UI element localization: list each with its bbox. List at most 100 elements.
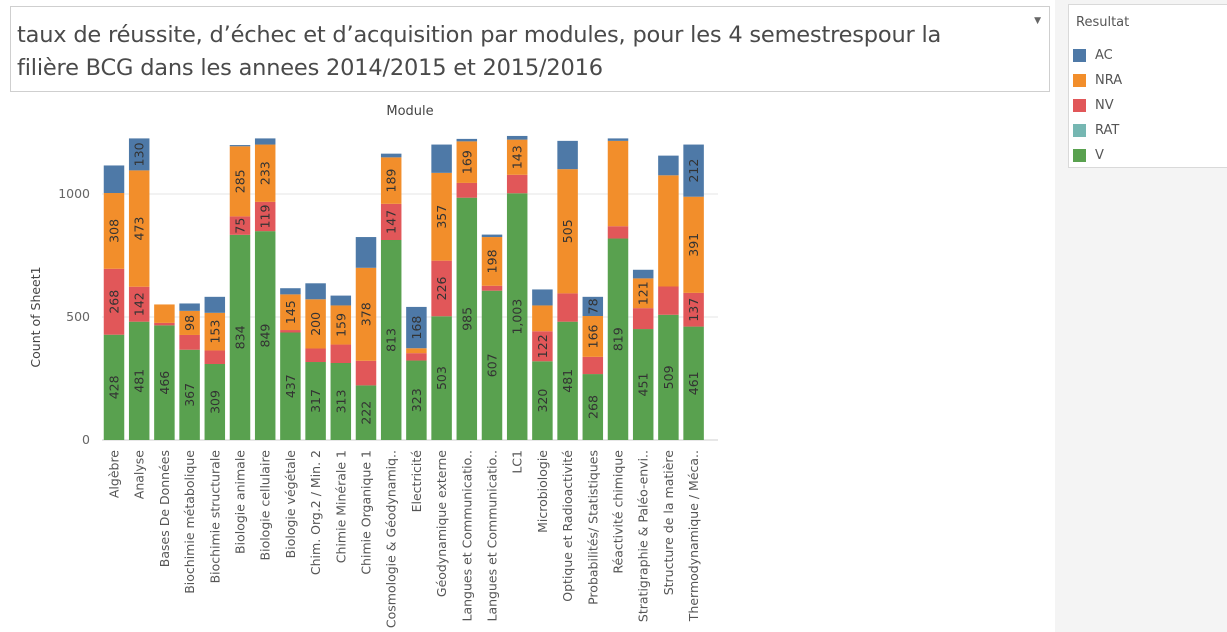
bar-segment-ac[interactable] bbox=[330, 295, 352, 306]
bar-segment-v[interactable] bbox=[254, 231, 276, 440]
bar-segment-nv[interactable] bbox=[204, 350, 226, 364]
bar-segment-v[interactable] bbox=[280, 332, 301, 440]
bar-segment-ac[interactable] bbox=[128, 138, 150, 171]
bar-segment-ac[interactable] bbox=[607, 138, 629, 141]
bar-segment-v[interactable] bbox=[103, 334, 125, 440]
bar-segment-nv[interactable] bbox=[683, 292, 704, 327]
bar-segment-v[interactable] bbox=[532, 361, 553, 440]
bar-segment-ac[interactable] bbox=[481, 234, 503, 238]
bar-segment-ac[interactable] bbox=[229, 145, 251, 147]
bar-segment-nra[interactable] bbox=[431, 172, 452, 261]
bar-segment-nv[interactable] bbox=[557, 293, 578, 322]
bar-segment-nra[interactable] bbox=[532, 305, 553, 332]
bar-segment-nra[interactable] bbox=[683, 196, 704, 293]
bar-segment-ac[interactable] bbox=[305, 283, 326, 300]
bar-segment-ac[interactable] bbox=[103, 165, 125, 194]
bar-segment-ac[interactable] bbox=[557, 140, 578, 170]
bar-segment-nra[interactable] bbox=[154, 304, 175, 323]
bar-segment-ac[interactable] bbox=[406, 306, 427, 349]
bar-segment-nv[interactable] bbox=[456, 182, 478, 198]
bar-segment-nv[interactable] bbox=[532, 331, 553, 362]
bar-segment-nv[interactable] bbox=[229, 216, 251, 235]
bar-segment-nv[interactable] bbox=[431, 260, 452, 317]
bar-segment-nv[interactable] bbox=[506, 174, 528, 194]
bar-segment-v[interactable] bbox=[582, 374, 604, 440]
bar-segment-nv[interactable] bbox=[355, 360, 377, 386]
bar-segment-nra[interactable] bbox=[481, 237, 503, 286]
bar-segment-nra[interactable] bbox=[229, 146, 251, 217]
bar-segment-nv[interactable] bbox=[154, 322, 175, 326]
bar-segment-ac[interactable] bbox=[456, 138, 478, 142]
bar-segment-ac[interactable] bbox=[204, 296, 226, 313]
bar-segment-v[interactable] bbox=[179, 349, 200, 440]
bar-segment-ac[interactable] bbox=[380, 153, 402, 158]
bar-segment-ac[interactable] bbox=[683, 144, 704, 197]
dropdown-caret-icon[interactable]: ▼ bbox=[1034, 16, 1041, 26]
bar-segment-nv[interactable] bbox=[280, 330, 301, 333]
bar-segment-nra[interactable] bbox=[557, 169, 578, 294]
bar-segment-nra[interactable] bbox=[179, 310, 200, 335]
bar-segment-nra[interactable] bbox=[305, 299, 326, 349]
bar-segment-nv[interactable] bbox=[481, 285, 503, 291]
bar-segment-v[interactable] bbox=[683, 326, 704, 440]
bar-segment-v[interactable] bbox=[305, 362, 326, 440]
bar-segment-v[interactable] bbox=[154, 325, 175, 440]
bar-segment-nv[interactable] bbox=[582, 356, 604, 375]
bar-segment-nra[interactable] bbox=[280, 294, 301, 331]
bar-segment-nra[interactable] bbox=[355, 267, 377, 361]
bar-segment-nra[interactable] bbox=[582, 316, 604, 357]
bar-segment-nv[interactable] bbox=[658, 286, 679, 315]
bar-segment-nra[interactable] bbox=[658, 175, 679, 287]
bar-segment-v[interactable] bbox=[456, 197, 478, 440]
bar-segment-v[interactable] bbox=[431, 316, 452, 440]
bar-segment-ac[interactable] bbox=[179, 303, 200, 311]
bar-segment-nra[interactable] bbox=[103, 193, 125, 269]
bar-segment-nra[interactable] bbox=[128, 170, 150, 287]
bar-segment-nv[interactable] bbox=[103, 268, 125, 335]
bar-segment-nv[interactable] bbox=[128, 286, 150, 322]
bar-segment-nv[interactable] bbox=[330, 344, 352, 364]
bar-segment-nra[interactable] bbox=[254, 144, 276, 202]
bar-segment-v[interactable] bbox=[557, 321, 578, 440]
data-label: 309 bbox=[207, 390, 222, 414]
bar-segment-nv[interactable] bbox=[254, 201, 276, 232]
bar-segment-ac[interactable] bbox=[431, 144, 452, 173]
bar-segment-nv[interactable] bbox=[632, 308, 654, 330]
bar-segment-nv[interactable] bbox=[406, 353, 427, 361]
bar-segment-v[interactable] bbox=[128, 321, 150, 440]
bar-segment-nv[interactable] bbox=[607, 226, 629, 239]
bar-segment-v[interactable] bbox=[658, 314, 679, 440]
bar-segment-nra[interactable] bbox=[632, 278, 654, 309]
bar-segment-ac[interactable] bbox=[506, 135, 528, 140]
bar-segment-nv[interactable] bbox=[179, 334, 200, 350]
bar-segment-v[interactable] bbox=[406, 360, 427, 440]
bar-segment-v[interactable] bbox=[481, 290, 503, 440]
bar-segment-v[interactable] bbox=[380, 240, 402, 440]
bar-segment-nra[interactable] bbox=[406, 348, 427, 354]
bar-segment-nra[interactable] bbox=[456, 141, 478, 183]
bar-segment-ac[interactable] bbox=[280, 288, 301, 295]
bar-segment-v[interactable] bbox=[607, 238, 629, 440]
bar-segment-nra[interactable] bbox=[204, 312, 226, 351]
bar-segment-ac[interactable] bbox=[658, 155, 679, 176]
title-box[interactable]: taux de réussite, d’échec et d’acquisiti… bbox=[10, 6, 1050, 92]
bar-segment-v[interactable] bbox=[204, 363, 226, 440]
bar-segment-v[interactable] bbox=[330, 363, 352, 440]
bar-segment-v[interactable] bbox=[632, 329, 654, 440]
bar-segment-nv[interactable] bbox=[305, 348, 326, 363]
bar-segment-nra[interactable] bbox=[506, 139, 528, 175]
x-tick-label: Réactivité chimique bbox=[611, 450, 626, 574]
bar-segment-ac[interactable] bbox=[355, 237, 377, 268]
bar-segment-ac[interactable] bbox=[632, 269, 654, 279]
x-tick-label: Biologie végétale bbox=[283, 450, 298, 559]
bar-segment-v[interactable] bbox=[229, 234, 251, 440]
bar-segment-nv[interactable] bbox=[380, 203, 402, 241]
bar-segment-nra[interactable] bbox=[607, 140, 629, 227]
bar-segment-ac[interactable] bbox=[582, 296, 604, 317]
bar-segment-ac[interactable] bbox=[532, 289, 553, 306]
bar-segment-nra[interactable] bbox=[330, 305, 352, 345]
bar-segment-ac[interactable] bbox=[254, 138, 276, 145]
bar-segment-v[interactable] bbox=[506, 193, 528, 440]
bar-segment-nra[interactable] bbox=[380, 157, 402, 204]
bar-segment-v[interactable] bbox=[355, 385, 377, 440]
